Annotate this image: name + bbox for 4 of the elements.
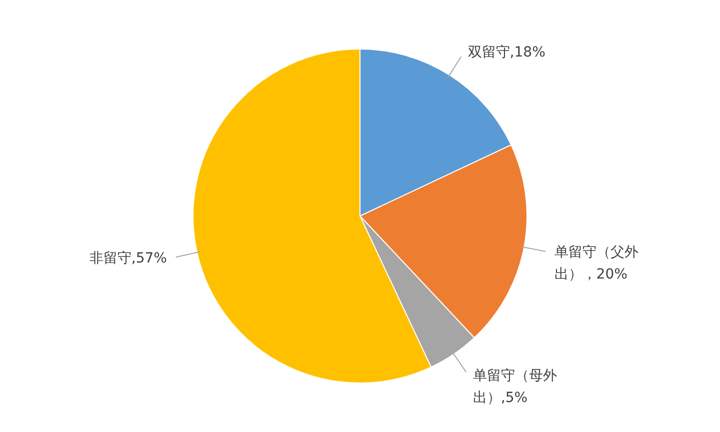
slice-label: 单留守（父外出），20% bbox=[554, 244, 638, 282]
slice-label: 双留守,18% bbox=[468, 44, 546, 60]
slice-label: 单留守（母外出）,5% bbox=[472, 368, 557, 406]
slice-label: 非留守,57% bbox=[89, 250, 167, 266]
